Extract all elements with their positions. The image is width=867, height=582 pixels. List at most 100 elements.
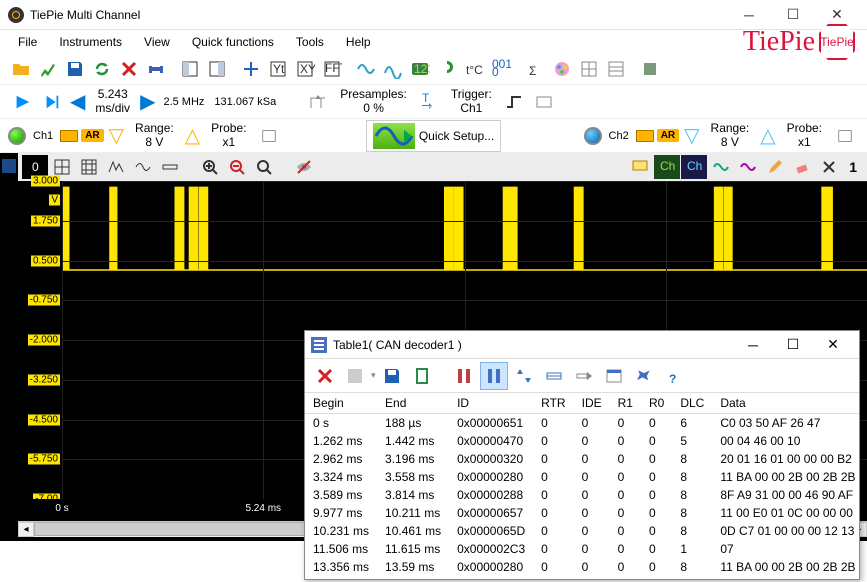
ch2-led-icon[interactable]: [584, 127, 602, 145]
ch1-autorange-badge[interactable]: AR: [81, 129, 103, 142]
ch2-range[interactable]: Range:8 V: [705, 122, 756, 148]
layout1-button[interactable]: [177, 56, 203, 82]
close-scope-button[interactable]: [816, 155, 842, 179]
table-delete-button[interactable]: [311, 362, 339, 390]
scroll-left-button[interactable]: ◂: [18, 522, 34, 537]
table-close-button[interactable]: ✕: [813, 332, 853, 358]
table-layout-button[interactable]: [341, 362, 369, 390]
ch1-led-icon[interactable]: [8, 127, 26, 145]
visibility-button[interactable]: [291, 155, 317, 179]
table-row[interactable]: 1.262 ms1.442 ms0x000004700000500 04 46 …: [305, 432, 859, 450]
zoom-out-button[interactable]: [224, 155, 250, 179]
ch2-toggle-button[interactable]: Ch2: [681, 155, 707, 179]
menu-quickfunctions[interactable]: Quick functions: [182, 33, 284, 51]
table-row[interactable]: 2.962 ms3.196 ms0x000003200000820 01 16 …: [305, 450, 859, 468]
table-columns-button[interactable]: [450, 362, 478, 390]
edit-button[interactable]: [762, 155, 788, 179]
table-fit-button[interactable]: [540, 362, 568, 390]
play-once-button[interactable]: [38, 88, 66, 116]
save-button[interactable]: [62, 56, 88, 82]
menu-help[interactable]: Help: [336, 33, 381, 51]
table-row[interactable]: 0 s188 µs0x0000065100006C0 03 50 AF 26 4…: [305, 414, 859, 433]
math-button[interactable]: [708, 155, 734, 179]
ch2-range-down-icon[interactable]: ▽: [682, 123, 701, 148]
grid1-button[interactable]: [576, 56, 602, 82]
table-save-button[interactable]: [378, 362, 406, 390]
table-row[interactable]: 13.356 ms13.59 ms0x000002800000811 BA 00…: [305, 558, 859, 576]
ch1-range[interactable]: Range:8 V: [129, 122, 180, 148]
open-button[interactable]: [8, 56, 34, 82]
ch1-settings-button[interactable]: [255, 122, 283, 150]
table-header-cell[interactable]: Data: [712, 393, 859, 414]
table-header-cell[interactable]: IDE: [574, 393, 610, 414]
table-row[interactable]: 10.231 ms10.461 ms0x0000065D000080D C7 0…: [305, 522, 859, 540]
table-header-cell[interactable]: ID: [449, 393, 533, 414]
presamples-icon[interactable]: [304, 88, 332, 116]
menu-view[interactable]: View: [134, 33, 180, 51]
table-clipboard-button[interactable]: [408, 362, 436, 390]
timebase-control[interactable]: ◀ 5.243ms/div ▶: [68, 88, 157, 114]
table-minimize-button[interactable]: ─: [733, 332, 773, 358]
menu-tools[interactable]: Tools: [286, 33, 334, 51]
scope-ruler-button[interactable]: [157, 155, 183, 179]
table-row[interactable]: 3.589 ms3.814 ms0x00000288000088F A9 31 …: [305, 486, 859, 504]
ch1-color-icon[interactable]: [60, 130, 78, 142]
table-titlebar[interactable]: Table1( CAN decoder1 ) ─ ☐ ✕: [305, 331, 859, 359]
table-goto-button[interactable]: [570, 362, 598, 390]
table-row[interactable]: 3.324 ms3.558 ms0x000002800000811 BA 00 …: [305, 468, 859, 486]
ch2-settings-button[interactable]: [831, 122, 859, 150]
ch1-probe[interactable]: Probe:x1: [205, 122, 252, 148]
ch1-range-up-icon[interactable]: △: [183, 123, 202, 148]
yt-button[interactable]: Yt: [265, 56, 291, 82]
menu-instruments[interactable]: Instruments: [49, 33, 132, 51]
scope-grid2-button[interactable]: [76, 155, 102, 179]
layout2-button[interactable]: [204, 56, 230, 82]
table-header-cell[interactable]: DLC: [672, 393, 712, 414]
table-cols2-button[interactable]: [480, 362, 508, 390]
table-sort-button[interactable]: [510, 362, 538, 390]
table-pin-button[interactable]: [630, 362, 658, 390]
timebase-slower-icon[interactable]: ◀: [68, 89, 87, 114]
cursor-button[interactable]: [238, 56, 264, 82]
refresh-button[interactable]: [89, 56, 115, 82]
meter-button[interactable]: 123: [407, 56, 433, 82]
ch1-range-down-icon[interactable]: ▽: [107, 123, 126, 148]
clamp-button[interactable]: [434, 56, 460, 82]
table-header-cell[interactable]: R1: [610, 393, 641, 414]
table-header-cell[interactable]: Begin: [305, 393, 377, 414]
table-window-button[interactable]: [600, 362, 628, 390]
scope-env-button[interactable]: [130, 155, 156, 179]
table-header-cell[interactable]: R0: [641, 393, 672, 414]
ch2-probe[interactable]: Probe:x1: [781, 122, 828, 148]
presamples-value[interactable]: Presamples:0 %: [334, 88, 413, 114]
timebase-faster-icon[interactable]: ▶: [138, 89, 157, 114]
trigger-value[interactable]: Trigger:Ch1: [445, 88, 498, 114]
temp-button[interactable]: t°C: [461, 56, 487, 82]
ch2-color-icon[interactable]: [636, 130, 654, 142]
table-row[interactable]: 9.977 ms10.211 ms0x000006570000811 00 E0…: [305, 504, 859, 522]
zoom-in-button[interactable]: [197, 155, 223, 179]
ch2-label[interactable]: Ch2: [605, 130, 633, 142]
ref-button[interactable]: [735, 155, 761, 179]
trigger-window-button[interactable]: [530, 88, 558, 116]
grid2-button[interactable]: [603, 56, 629, 82]
scope-sidebar-icon[interactable]: [2, 159, 16, 173]
quick-setup-button[interactable]: Quick Setup...: [366, 120, 501, 152]
trigger-icon[interactable]: T: [415, 88, 443, 116]
binary-button[interactable]: 00110: [488, 56, 514, 82]
xy-button[interactable]: XY: [292, 56, 318, 82]
palette-button[interactable]: [549, 56, 575, 82]
wave2-button[interactable]: [380, 56, 406, 82]
chart-button[interactable]: [35, 56, 61, 82]
delete-button[interactable]: [116, 56, 142, 82]
fft-button[interactable]: FFT: [319, 56, 345, 82]
table-help-button[interactable]: ?: [660, 362, 688, 390]
erase-button[interactable]: [789, 155, 815, 179]
scope-peak-button[interactable]: [103, 155, 129, 179]
plugin-button[interactable]: [637, 56, 663, 82]
record-length[interactable]: 131.067 kSa: [210, 96, 280, 108]
table-maximize-button[interactable]: ☐: [773, 332, 813, 358]
ch1-label[interactable]: Ch1: [29, 130, 57, 142]
trigger-edge-button[interactable]: [500, 88, 528, 116]
zoom-reset-button[interactable]: [251, 155, 277, 179]
